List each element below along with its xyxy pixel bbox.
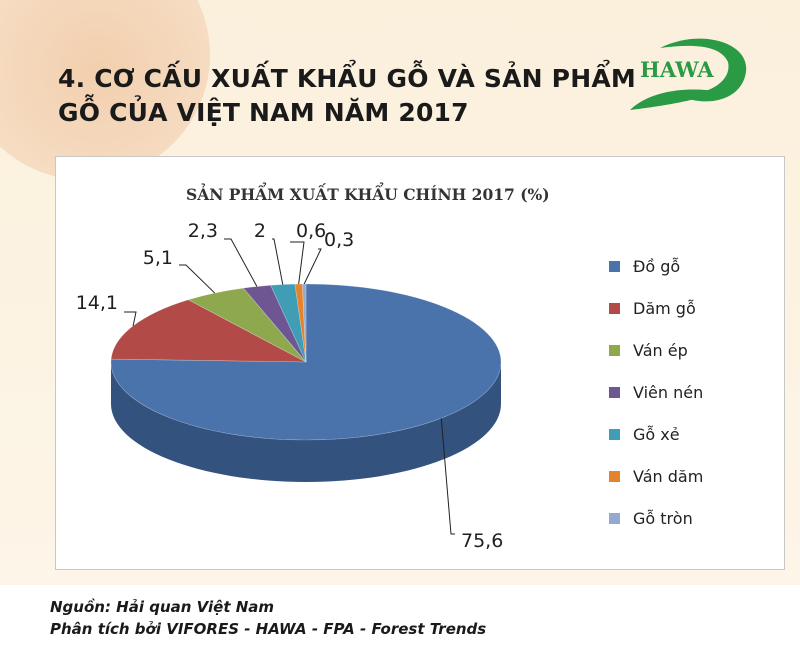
pie-slice-side-do-go <box>111 362 501 482</box>
pie-chart: 75,6 14,1 5,1 2,3 2 0,60,3 <box>76 220 504 552</box>
legend-label: Gỗ xẻ <box>633 424 680 444</box>
leader-line-go-tron <box>303 248 322 285</box>
legend-label: Dăm gỗ <box>633 298 696 318</box>
legend-swatch <box>609 470 620 482</box>
legend-item-go-tron: Gỗ tròn <box>609 497 769 539</box>
data-label-go-xe: 2 <box>254 220 266 242</box>
legend-swatch <box>609 428 620 440</box>
hawa-logo-swoosh-icon <box>630 89 720 110</box>
leader-line-vien-nen <box>224 238 258 287</box>
data-label-dam-go: 14,1 <box>76 292 118 314</box>
legend-swatch <box>609 512 620 524</box>
legend-item-dam-go: Dăm gỗ <box>609 287 769 329</box>
data-label-van-dam: 0,6 <box>296 220 326 242</box>
source-note: Nguồn: Hải quan Việt Nam Phân tích bởi V… <box>50 596 486 640</box>
data-label-leaders <box>124 238 455 535</box>
legend-item-vien-nen: Viên nén <box>609 371 769 413</box>
legend-item-van-dam: Ván dăm <box>609 455 769 497</box>
legend-swatch <box>609 344 620 356</box>
legend-label: Gỗ tròn <box>633 508 693 528</box>
pie-slice-tops <box>110 283 502 441</box>
leader-line-van-ep <box>179 264 216 294</box>
legend-label: Ván dăm <box>633 466 704 486</box>
legend-item-go-xe: Gỗ xẻ <box>609 413 769 455</box>
chart-panel: 75,6 14,1 5,1 2,3 2 0,6 0,3 SẢN PHẨM XUẤT KHẨU… <box>55 156 785 570</box>
leader-line-go-xe <box>272 238 284 285</box>
chart-legend: Đồ gỗ Dăm gỗ Ván ép Viên nén Gỗ xẻ Ván dăm Gỗ … <box>609 245 769 539</box>
data-label-go-tron: 0,3 <box>324 229 354 251</box>
page-title-line-1: 4. CƠ CẤU XUẤT KHẨU GỖ VÀ SẢN PHẨM <box>58 64 636 93</box>
hawa-logo: HAWA <box>630 38 747 110</box>
legend-label: Viên nén <box>633 382 704 402</box>
page-title: 4. CƠ CẤU XUẤT KHẨU GỖ VÀ SẢN PHẨM GỖ CỦ… <box>58 62 636 130</box>
legend-swatch <box>609 302 620 314</box>
data-label-van-ep: 5,1 <box>143 247 173 269</box>
data-label-vien-nen: 2,3 <box>188 220 218 242</box>
legend-item-do-go: Đồ gỗ <box>609 245 769 287</box>
leader-line-van-dam <box>290 241 305 285</box>
legend-swatch <box>609 260 620 272</box>
source-line-2: Phân tích bởi VIFORES - HAWA - FPA - For… <box>50 620 487 638</box>
legend-label: Đồ gỗ <box>633 256 681 276</box>
infographic-page: 4. CƠ CẤU XUẤT KHẨU GỖ VÀ SẢN PHẨM GỖ CỦ… <box>0 0 800 585</box>
hawa-logo-leaf-icon <box>660 38 747 102</box>
source-line-1: Nguồn: Hải quan Việt Nam <box>50 598 275 616</box>
leader-line-dam-go <box>124 311 137 327</box>
pie-slice-sides <box>111 362 501 482</box>
legend-item-van-ep: Ván ép <box>609 329 769 371</box>
data-label-do-go: 75,6 <box>461 530 503 552</box>
chart-title: SẢN PHẨM XUẤT KHẨU CHÍNH 2017 (%) <box>186 185 550 204</box>
legend-swatch <box>609 386 620 398</box>
hawa-logo-text: HAWA <box>640 57 714 82</box>
legend-label: Ván ép <box>633 340 688 360</box>
pie-slice-go-xe <box>270 283 307 363</box>
page-title-line-2: GỖ CỦA VIỆT NAM NĂM 2017 <box>58 98 469 127</box>
data-labels: 75,6 14,1 5,1 2,3 2 0,60,3 <box>76 220 504 552</box>
leader-line-do-go <box>440 418 455 535</box>
pie-slice-van-dam <box>294 283 307 363</box>
